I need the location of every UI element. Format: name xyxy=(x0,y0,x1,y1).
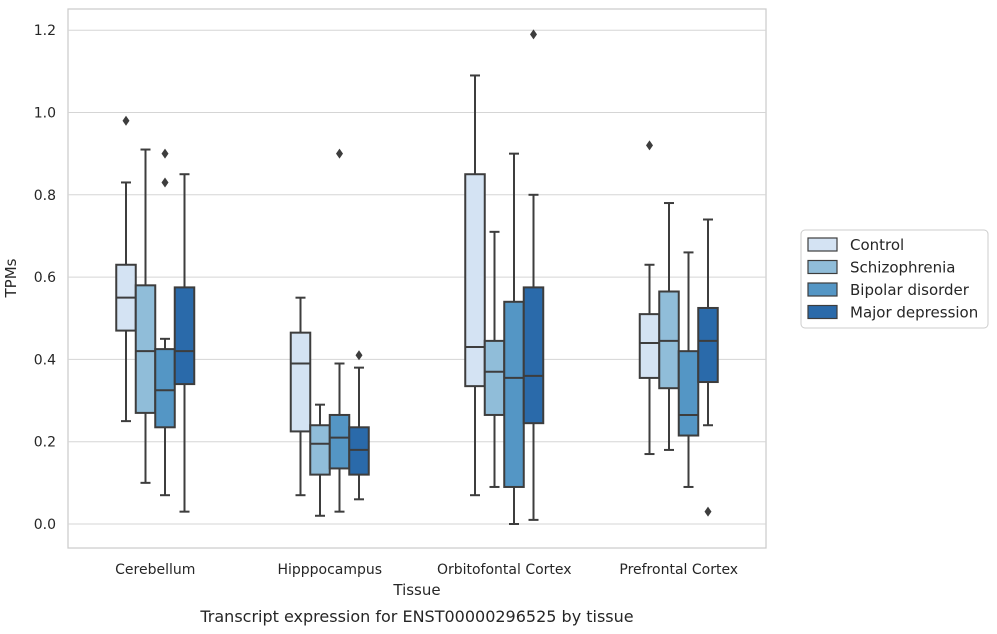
legend-swatch xyxy=(807,259,838,275)
box xyxy=(134,148,157,484)
x-tick-label: Orbitofontal Cortex xyxy=(437,562,572,578)
box xyxy=(483,230,506,488)
x-tick-label: Cerebellum xyxy=(115,562,195,578)
box xyxy=(115,115,137,423)
outlier-point xyxy=(161,148,169,159)
outlier-point xyxy=(704,506,712,517)
box xyxy=(677,251,700,488)
box xyxy=(464,74,486,497)
box-iqr xyxy=(483,339,506,416)
outlier-point xyxy=(646,140,653,151)
box-series xyxy=(115,29,719,525)
legend-label: Schizophrenia xyxy=(850,259,955,277)
box xyxy=(173,173,196,513)
box-iqr xyxy=(309,424,331,476)
y-tick-label: 0.4 xyxy=(34,352,56,368)
box-iqr xyxy=(638,313,661,379)
y-tick-label: 0.8 xyxy=(34,188,56,204)
box-iqr xyxy=(134,284,157,414)
box-iqr xyxy=(328,413,351,470)
x-tick-label: Prefrontal Cortex xyxy=(619,562,738,578)
y-tick-labels: 0.0 0.2 0.4 0.6 0.8 1.0 1.2 xyxy=(34,23,56,533)
box-iqr xyxy=(348,426,370,476)
box xyxy=(697,218,719,517)
outlier-point xyxy=(530,29,537,40)
legend-swatch xyxy=(807,304,838,320)
box-iqr xyxy=(697,306,719,384)
legend-label: Major depression xyxy=(850,304,978,322)
outlier-point xyxy=(336,148,343,159)
box-iqr xyxy=(658,290,680,390)
legend: Control Schizophrenia Bipolar disorder Majo… xyxy=(800,229,989,329)
box-iqr xyxy=(677,350,700,437)
outlier-point xyxy=(122,115,130,126)
box-iqr xyxy=(503,300,525,488)
outlier-point xyxy=(355,350,363,361)
box-iqr xyxy=(522,286,545,425)
box xyxy=(348,350,370,501)
outlier-point xyxy=(161,177,169,188)
legend-label: Control xyxy=(850,236,904,254)
y-tick-label: 1.2 xyxy=(34,23,56,39)
legend-swatch xyxy=(807,237,838,252)
y-tick-label: 0.2 xyxy=(34,435,56,451)
box xyxy=(154,148,176,497)
x-tick-labels: Cerebellum Hipppocampus Orbitofontal Corte… xyxy=(115,562,738,578)
plot-area xyxy=(67,8,767,549)
box-iqr xyxy=(464,173,486,388)
y-axis-label: TPMs xyxy=(2,258,20,298)
legend-frame xyxy=(800,229,989,329)
y-tick-label: 0.6 xyxy=(34,270,56,286)
box-iqr xyxy=(154,348,176,429)
chart-caption: Transcript expression for ENST0000029652… xyxy=(199,607,633,626)
x-tick-label: Hipppocampus xyxy=(277,562,382,578)
x-axis-label: Tissue xyxy=(392,581,440,599)
box-iqr xyxy=(173,286,196,386)
box xyxy=(658,202,680,451)
box xyxy=(522,29,545,521)
legend-swatch xyxy=(807,282,838,297)
y-tick-label: 1.0 xyxy=(34,106,56,122)
box xyxy=(289,296,312,497)
legend-label: Bipolar disorder xyxy=(850,281,970,299)
box-iqr xyxy=(289,331,312,433)
y-tick-label: 0.0 xyxy=(34,517,56,533)
